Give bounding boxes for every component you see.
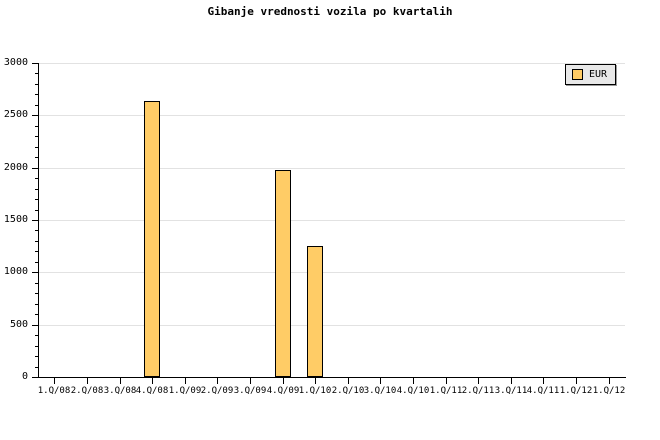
x-axis-tick-label: 1.Q/11 [429,386,463,396]
y-axis-minor-tick [35,157,39,159]
plot-area [38,63,625,377]
x-axis-tick-label: 4.Q/08 [135,386,169,396]
x-axis-tick-label: 2.Q/11 [461,386,495,396]
y-axis-minor-tick [35,303,39,305]
x-axis-tick [380,378,381,384]
x-axis-tick-label: 4.Q/09 [266,386,300,396]
y-axis-tick [32,63,39,64]
y-axis-minor-tick [35,178,39,180]
x-axis-tick [185,378,186,384]
y-axis-minor-tick [35,314,39,316]
x-axis-line [38,377,626,378]
y-axis-minor-tick [35,83,39,85]
y-axis-minor-tick [35,366,39,368]
y-axis-minor-tick [35,188,39,190]
x-axis-tick-label: 2.Q/10 [331,386,365,396]
x-axis-tick [348,378,349,384]
y-axis-minor-tick [35,104,39,106]
y-axis-tick [32,324,39,326]
x-axis-tick [54,378,55,384]
x-axis-tick-label: 1.Q/08 [37,386,71,396]
y-axis-tick [32,220,39,221]
y-axis-tick-label: 2000 [3,161,28,173]
chart-title: Gibanje vrednosti vozila po kvartalih [207,5,453,18]
gridline [38,220,625,221]
x-axis-tick-label: 2.Q/09 [200,386,234,396]
x-axis-tick [315,378,316,384]
y-axis-tick-label: 500 [9,318,28,330]
x-axis-tick-label: 3.Q/09 [233,386,267,396]
x-axis-tick [87,378,88,384]
y-axis-minor-tick [35,293,39,295]
x-axis-tick [217,378,218,384]
bar[interactable] [275,170,291,377]
y-axis-tick [32,272,39,274]
y-axis-minor-tick [35,94,39,96]
x-axis-tick [478,378,479,384]
x-axis-tick-label: 1.Q/09 [168,386,202,396]
gridline [38,324,625,326]
y-axis-minor-tick [35,73,39,75]
gridline [38,115,625,117]
x-axis-tick-label: 1.Q/10 [298,386,332,396]
y-axis-tick-label: 3000 [3,57,28,68]
x-axis-tick [543,378,544,384]
legend-label-eur: EUR [589,69,608,80]
y-axis-minor-tick [35,230,39,232]
y-axis-minor-tick [35,335,39,337]
x-axis-tick-label: 3.Q/11 [494,386,528,396]
y-axis-tick-label: 0 [21,371,28,382]
chart-legend[interactable]: EUR [565,64,617,85]
x-axis-tick-label: 4.Q/10 [396,386,430,396]
y-axis-minor-tick [35,261,39,263]
x-axis-tick-label: 4.Q/11 [526,386,560,396]
y-axis-tick-label: 2500 [3,109,28,121]
y-axis-minor-tick [35,345,39,347]
x-axis-tick [446,378,447,384]
gridline [38,272,625,274]
y-axis-minor-tick [35,199,39,201]
x-axis-tick [511,378,512,384]
x-axis-tick [413,378,414,384]
y-axis-tick [32,115,39,117]
y-axis-minor-tick [35,356,39,358]
y-axis-minor-tick [35,209,39,211]
x-axis-tick [250,378,251,384]
x-axis-tick-label: 1.Q/12 [592,386,626,396]
x-axis-tick-label: 1.Q/12 [559,386,593,396]
x-axis-tick [152,378,153,384]
y-axis-minor-tick [35,146,39,148]
x-axis-tick [120,378,121,384]
y-axis-minor-tick [35,251,39,253]
y-axis-minor-tick [35,240,39,242]
x-axis-tick [283,378,284,384]
bar[interactable] [144,101,160,377]
gridline [38,63,625,64]
legend-swatch-eur [572,69,583,80]
x-axis-tick-label: 3.Q/10 [363,386,397,396]
y-axis-tick [32,377,39,378]
x-axis-tick-label: 2.Q/08 [70,386,104,396]
y-axis-tick [32,167,39,169]
x-axis-tick [609,378,610,384]
y-axis-minor-tick [35,136,39,138]
x-axis-tick-label: 3.Q/08 [103,386,137,396]
y-axis-tick-label: 1000 [3,266,28,278]
y-axis-minor-tick [35,125,39,127]
bar[interactable] [307,246,323,377]
x-axis-tick [576,378,577,384]
y-axis-minor-tick [35,282,39,284]
y-axis-tick-label: 1500 [3,214,28,225]
gridline [38,167,625,169]
